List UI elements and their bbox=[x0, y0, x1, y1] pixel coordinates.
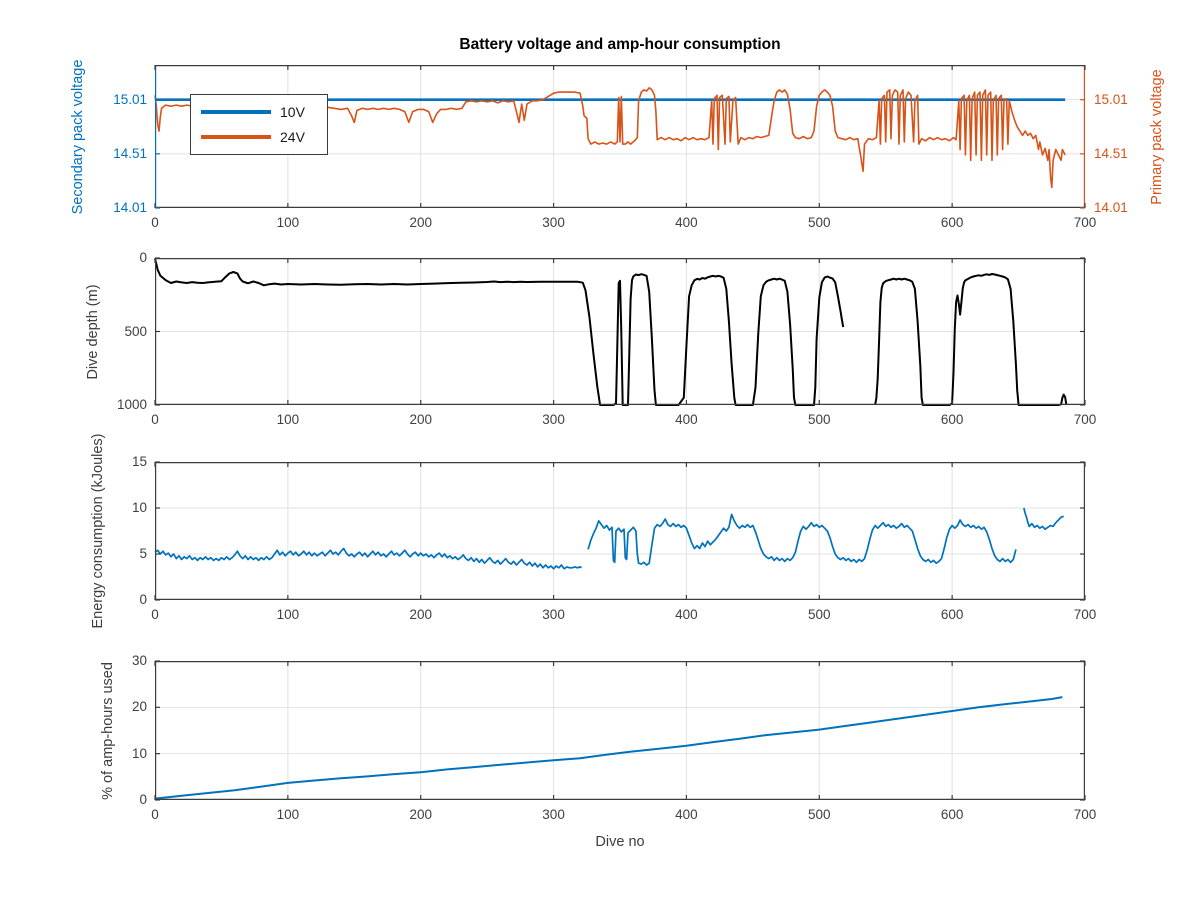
amp-hours-x-tick-label: 100 bbox=[276, 807, 300, 822]
energy-x-tick-label: 100 bbox=[276, 607, 300, 622]
series-24v-line bbox=[154, 87, 1066, 189]
legend: 10V 24V bbox=[190, 94, 328, 155]
depth-x-tick-label: 400 bbox=[675, 412, 698, 427]
depth-y-tick-label: 500 bbox=[124, 323, 147, 339]
energy-y-tick-label: 0 bbox=[139, 592, 147, 607]
energy-y-tick-label: 5 bbox=[139, 546, 147, 561]
voltage-y-tick-label: 15.01 bbox=[113, 91, 147, 107]
amp-hours-x-tick-label: 0 bbox=[151, 807, 159, 822]
energy-y-axis-label: Energy consumption (kJoules) bbox=[90, 433, 106, 629]
voltage-y-tick-label: 14.01 bbox=[113, 200, 147, 215]
voltage-x-tick-label: 100 bbox=[276, 215, 300, 230]
amp-hours-x-tick-label: 200 bbox=[409, 807, 432, 822]
energy-x-tick-label: 600 bbox=[940, 607, 964, 622]
depth-x-tick-label: 0 bbox=[151, 412, 159, 427]
figure-title: Battery voltage and amp-hour consumption bbox=[459, 36, 781, 53]
energy-x-tick-label: 500 bbox=[808, 607, 831, 622]
depth-x-tick-label: 500 bbox=[808, 412, 831, 427]
legend-entry-24v: 24V bbox=[201, 129, 327, 145]
voltage-y-axis-label: Primary pack voltage bbox=[1149, 68, 1165, 205]
depth-y-tick-label: 0 bbox=[139, 250, 147, 265]
amp-hours-x-tick-label: 500 bbox=[808, 807, 831, 822]
voltage-y-tick-label-right: 14.51 bbox=[1094, 145, 1128, 161]
amp-hours-x-tick-label: 600 bbox=[940, 807, 964, 822]
depth-x-tick-label: 100 bbox=[276, 412, 300, 427]
voltage-x-tick-label: 400 bbox=[675, 215, 698, 230]
voltage-x-tick-label: 0 bbox=[151, 215, 159, 230]
amp-hours-y-axis-label: % of amp-hours used bbox=[100, 661, 116, 800]
amp-hours-y-tick-label: 10 bbox=[131, 745, 147, 761]
amp-hours-x-tick-label: 400 bbox=[675, 807, 698, 822]
amp-hours-x-tick-label: 300 bbox=[542, 807, 565, 822]
voltage-x-tick-label: 600 bbox=[940, 215, 964, 230]
x-axis-label: Dive no bbox=[595, 834, 645, 850]
energy-y-tick-label: 10 bbox=[131, 500, 147, 515]
energy-x-tick-label: 300 bbox=[542, 607, 565, 622]
voltage-x-tick-label: 300 bbox=[542, 215, 565, 230]
depth-x-tick-label: 700 bbox=[1073, 412, 1097, 427]
legend-label-24v: 24V bbox=[280, 129, 305, 145]
legend-entry-10v: 10V bbox=[201, 104, 327, 120]
energy-x-tick-label: 0 bbox=[151, 607, 159, 622]
series-depth-line bbox=[154, 258, 1068, 406]
voltage-y-tick-label: 14.51 bbox=[113, 145, 147, 161]
amp-hours-x-tick-label: 700 bbox=[1073, 807, 1097, 822]
depth-y-axis-label: Dive depth (m) bbox=[85, 283, 101, 380]
legend-label-10v: 10V bbox=[280, 104, 305, 120]
depth-x-tick-label: 300 bbox=[542, 412, 565, 427]
energy-plot-area bbox=[154, 461, 1086, 601]
legend-line-sample-24v bbox=[201, 135, 271, 139]
energy-x-tick-label: 200 bbox=[409, 607, 432, 622]
voltage-plot-area bbox=[154, 65, 1086, 209]
amp-hours-y-tick-label: 0 bbox=[139, 792, 147, 807]
voltage-y-tick-label-right: 14.01 bbox=[1094, 200, 1128, 215]
depth-x-tick-label: 200 bbox=[409, 412, 432, 427]
voltage-x-tick-label: 500 bbox=[808, 215, 831, 230]
series-energy-line bbox=[154, 507, 1064, 570]
voltage-x-tick-label: 200 bbox=[409, 215, 432, 230]
depth-y-tick-label: 1000 bbox=[116, 397, 147, 412]
voltage-x-tick-label: 700 bbox=[1073, 215, 1097, 230]
depth-plot-area bbox=[154, 257, 1086, 406]
energy-y-tick-label: 15 bbox=[131, 454, 147, 469]
energy-x-tick-label: 400 bbox=[675, 607, 698, 622]
voltage-y-tick-label-right: 15.01 bbox=[1094, 91, 1128, 107]
series-pct-amp-hours-line bbox=[154, 696, 1063, 800]
amp-hours-y-tick-label: 20 bbox=[131, 699, 147, 715]
energy-x-tick-label: 700 bbox=[1073, 607, 1097, 622]
amp-hours-y-tick-label: 30 bbox=[131, 653, 147, 668]
voltage-y-axis-label: Secondary pack voltage bbox=[70, 59, 86, 214]
legend-line-sample-10v bbox=[201, 110, 271, 114]
depth-x-tick-label: 600 bbox=[940, 412, 964, 427]
amp-hours-plot-area bbox=[154, 660, 1086, 801]
